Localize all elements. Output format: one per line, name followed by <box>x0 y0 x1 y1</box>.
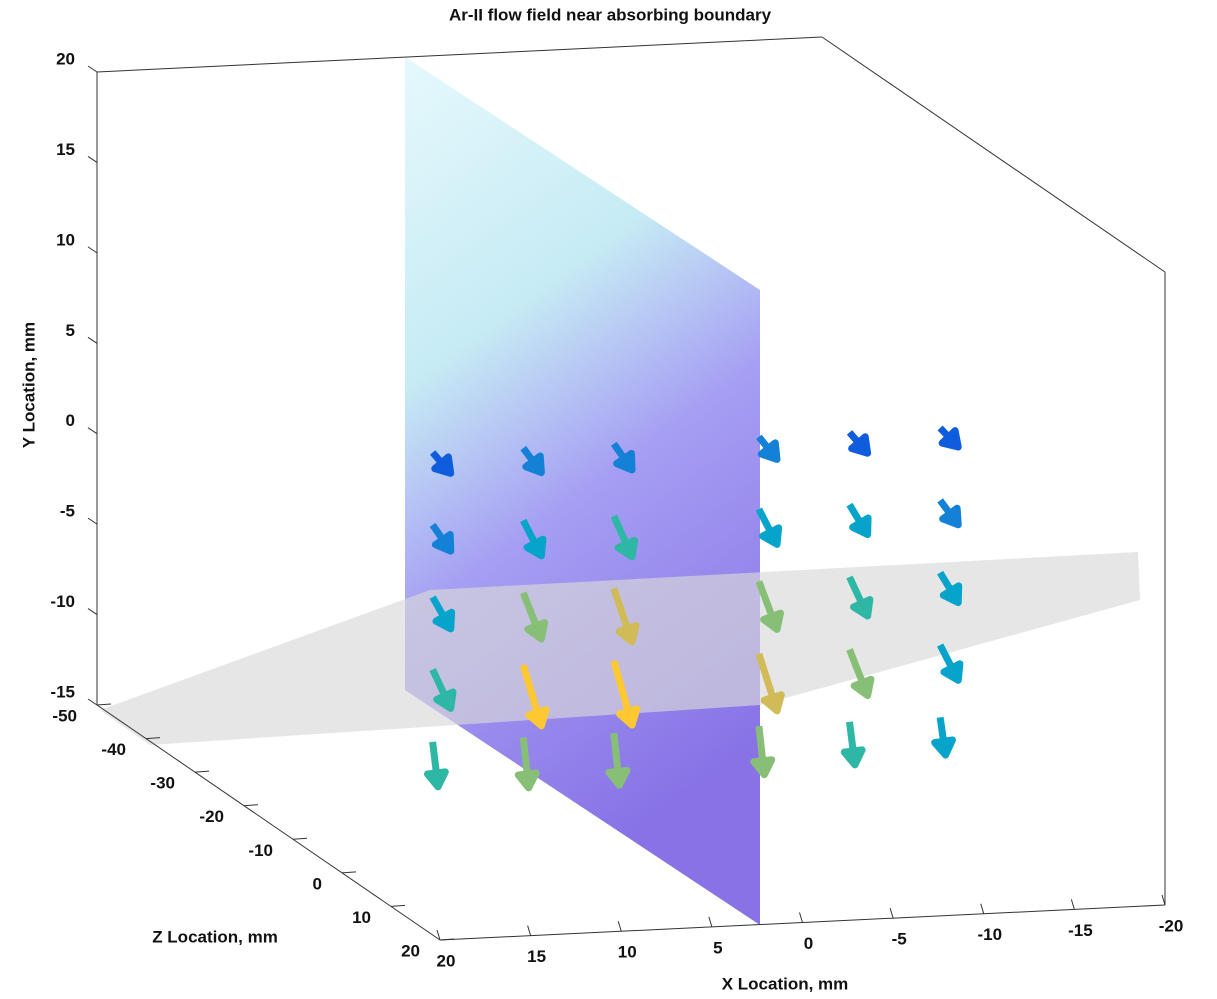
arrow <box>846 648 875 700</box>
x-tick <box>617 921 622 932</box>
z-tick-label: -20 <box>199 807 224 826</box>
z-tick <box>341 871 357 874</box>
arrow <box>605 732 631 789</box>
arrow <box>846 502 872 539</box>
z-tick <box>194 770 210 773</box>
z-tick-label: -10 <box>248 841 273 860</box>
arrow <box>520 446 545 477</box>
chart-title: Ar-II flow field near absorbing boundary <box>449 5 772 24</box>
z-tick-label: 10 <box>352 908 371 927</box>
y-tick <box>87 517 98 525</box>
x-tick <box>527 925 532 936</box>
arrow <box>429 450 455 477</box>
z-tick-label: 20 <box>401 941 420 960</box>
x-tick <box>1070 899 1075 910</box>
arrow <box>755 580 784 633</box>
y-tick <box>87 246 98 254</box>
z-tick-label: -50 <box>52 706 77 725</box>
y-tick <box>87 698 98 706</box>
arrow <box>931 716 956 759</box>
arrow <box>429 595 456 633</box>
z-tick-label: -30 <box>150 774 175 793</box>
z-tick <box>145 737 161 740</box>
x-tick-label: 15 <box>527 947 546 966</box>
arrow <box>937 570 963 607</box>
x-tick-label: 0 <box>804 934 813 953</box>
arrow <box>846 430 872 457</box>
x-tick <box>436 929 441 941</box>
image-plane <box>405 57 760 925</box>
floor-plane <box>100 552 1140 745</box>
x-tick-label: -10 <box>977 925 1002 944</box>
box-edge <box>96 36 823 73</box>
y-tick-label: 5 <box>66 321 75 340</box>
x-tick-label: 5 <box>713 938 722 957</box>
x-tick-label: -5 <box>892 930 907 949</box>
y-tick-label: -10 <box>50 592 75 611</box>
arrow <box>519 591 549 643</box>
z-tick-label: -40 <box>101 740 126 759</box>
box-edge <box>821 36 1166 273</box>
x-axis-label: X Location, mm <box>722 974 849 993</box>
x-tick-label: -20 <box>1159 916 1184 935</box>
x-tick <box>708 916 713 928</box>
x-tick <box>980 903 985 914</box>
arrow <box>756 434 781 463</box>
z-axis-label: Z Location, mm <box>152 927 278 946</box>
planes <box>100 57 1140 925</box>
arrow <box>610 587 640 646</box>
y-tick-label: -5 <box>60 502 75 521</box>
arrow <box>429 522 455 555</box>
arrow <box>937 425 962 451</box>
x-tick-label: -15 <box>1068 921 1093 940</box>
y-tick <box>87 608 98 615</box>
y-tick <box>87 156 98 163</box>
arrow <box>755 652 785 715</box>
arrow <box>423 741 449 791</box>
y-tick <box>87 427 98 435</box>
arrow <box>429 668 457 712</box>
arrow <box>514 737 540 792</box>
z-tick <box>439 938 455 941</box>
x-tick <box>889 907 894 919</box>
z-axis-line <box>96 704 441 941</box>
arrow <box>846 575 874 620</box>
y-tick-label: 10 <box>56 230 75 249</box>
arrow <box>610 514 639 561</box>
y-tick <box>87 336 98 344</box>
arrow <box>750 725 776 779</box>
z-tick-label: 0 <box>313 874 322 893</box>
arrow <box>610 659 641 729</box>
arrow <box>519 664 550 730</box>
y-tick-label: 15 <box>56 140 75 159</box>
arrow <box>755 507 783 548</box>
z-tick <box>243 804 259 807</box>
arrow <box>610 441 636 474</box>
arrow <box>520 518 547 560</box>
arrow <box>840 721 866 769</box>
x-tick-label: 20 <box>437 951 456 970</box>
z-tick <box>96 703 112 706</box>
y-axis-label: Y Location, mm <box>19 322 38 448</box>
x-tick-label: 10 <box>618 943 637 962</box>
z-tick <box>390 904 406 907</box>
z-tick <box>292 837 308 840</box>
y-tick-label: -15 <box>50 682 75 701</box>
y-tick-label: 20 <box>56 49 75 68</box>
y-tick <box>87 65 98 73</box>
arrow <box>937 643 964 684</box>
x-tick <box>799 912 803 923</box>
x-tick <box>1161 894 1166 906</box>
arrow <box>937 498 962 529</box>
y-tick-label: 0 <box>66 411 75 430</box>
